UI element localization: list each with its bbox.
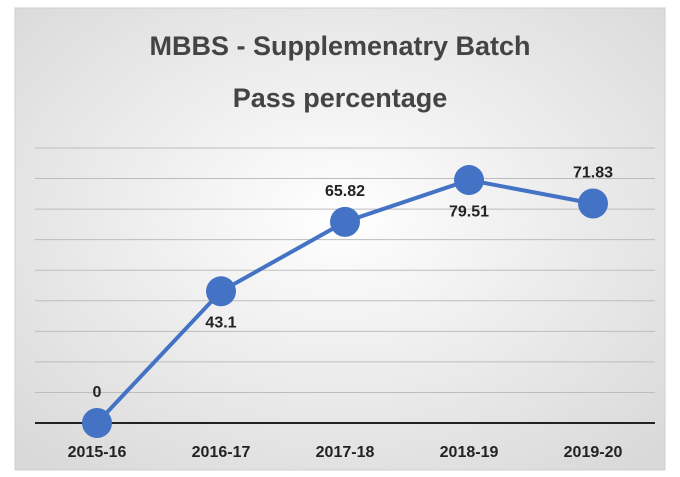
- data-label: 65.82: [325, 183, 365, 200]
- x-tick-label: 2015-16: [68, 444, 127, 461]
- marker: [454, 165, 484, 196]
- chart-title: MBBS - Supplemenatry Batch: [149, 31, 530, 61]
- data-label: 0: [93, 384, 102, 401]
- x-tick-label: 2017-18: [316, 444, 375, 461]
- x-tick-label: 2016-17: [192, 444, 251, 461]
- marker: [82, 408, 112, 438]
- data-label: 79.51: [449, 203, 489, 220]
- x-tick-label: 2018-19: [440, 444, 499, 461]
- chart-background: [14, 7, 666, 471]
- chart-subtitle: Pass percentage: [233, 83, 448, 113]
- data-label: 71.83: [573, 165, 613, 182]
- marker: [206, 276, 236, 307]
- data-label: 43.1: [205, 315, 236, 332]
- marker: [578, 188, 608, 219]
- marker: [330, 206, 360, 237]
- x-tick-label: 2019-20: [564, 444, 623, 461]
